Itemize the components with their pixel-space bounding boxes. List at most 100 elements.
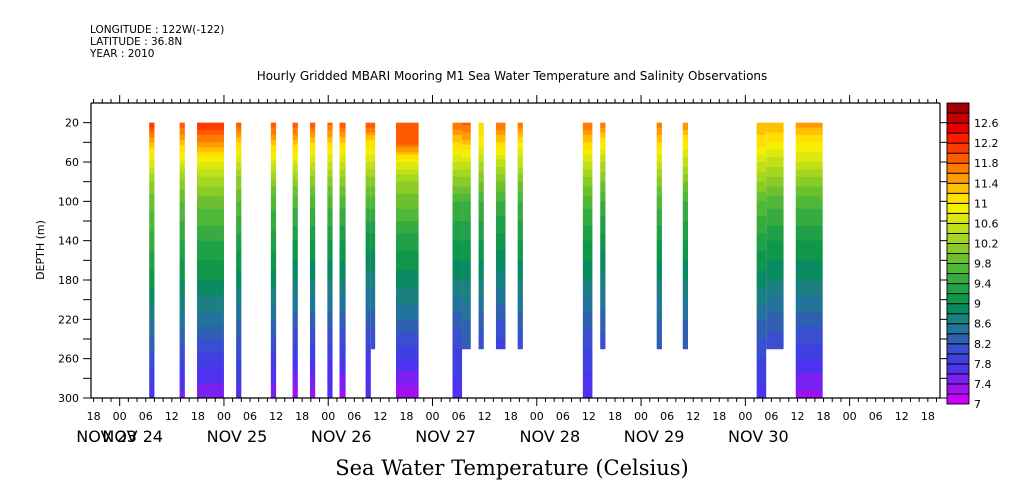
heatmap-cell [365,326,371,330]
heatmap-cell [478,176,484,180]
x-tick-label: 06 [139,410,153,423]
x-tick-label: 00 [843,410,857,423]
heatmap-cell [682,169,688,173]
heatmap-cell [339,297,346,301]
heatmap-cell [309,265,316,269]
heatmap-cell [327,287,333,291]
heatmap-cell [396,147,419,151]
heatmap-cell [656,132,662,136]
heatmap-cell [370,235,376,239]
heatmap-cell [756,159,767,163]
heatmap-cell [452,339,463,342]
heatmap-cell [365,343,371,347]
heatmap-cell [236,304,242,308]
heatmap-cell [682,191,688,195]
colorbar-bin [946,373,970,385]
heatmap-cell [656,164,662,168]
heatmap-cell [600,250,606,254]
heatmap-cell [517,336,523,340]
heatmap-cell [682,292,688,296]
heatmap-cell [309,211,316,215]
heatmap-cell [582,174,593,178]
heatmap-cell [495,144,506,148]
heatmap-cell [462,299,471,303]
heatmap-cell [365,149,371,153]
heatmap-cell [452,245,463,249]
heatmap-cell [236,216,242,219]
heatmap-cell [795,235,823,239]
heatmap-cell [756,127,767,131]
heatmap-cell [600,132,606,136]
heatmap-cell [149,184,155,187]
heatmap-cell [365,260,371,264]
colorbar-bin [946,222,970,234]
heatmap-cell [236,275,242,278]
heatmap-cell [452,189,463,192]
heatmap-cell [197,142,224,146]
heatmap-cell [197,157,224,160]
heatmap-cell [600,307,606,310]
heatmap-cell [339,198,346,202]
heatmap-cell [656,223,662,227]
heatmap-cell [370,297,376,301]
heatmap-cell [452,331,463,335]
heatmap-cell [370,250,376,254]
heatmap-cell [292,196,298,200]
heatmap-cell [327,144,333,148]
heatmap-cell [179,149,185,153]
heatmap-cell [396,366,419,369]
heatmap-cell [339,316,346,320]
heatmap-cell [309,302,316,305]
heatmap-cell [478,235,484,239]
heatmap-cell [309,134,316,138]
heatmap-cell [149,385,155,389]
heatmap-cell [462,157,471,160]
heatmap-cell [766,321,784,325]
heatmap-cell [478,316,484,320]
heatmap-cell [478,309,484,313]
heatmap-cell [766,260,784,264]
heatmap-cell [292,193,298,197]
colorbar-bin [946,313,970,325]
heatmap-cell [766,292,784,296]
heatmap-cell [292,375,298,379]
heatmap-cell [517,275,523,278]
heatmap-cell [270,171,277,175]
colorbar-bin [946,102,970,114]
heatmap-cell [582,339,593,342]
heatmap-cell [327,162,333,165]
heatmap-cell [766,130,784,133]
heatmap-cell [365,164,371,168]
heatmap-cell [339,336,346,340]
x-tick-label: 12 [269,410,283,423]
heatmap-cell [179,137,185,141]
heatmap-cell [766,329,784,333]
heatmap-cell [756,248,767,251]
heatmap-cell [339,223,346,227]
heatmap-cell [309,130,316,133]
heatmap-cell [236,230,242,234]
heatmap-cell [582,383,593,387]
heatmap-cell [656,169,662,173]
heatmap-cell [236,329,242,333]
data-column [327,122,333,399]
heatmap-cell [339,159,346,163]
heatmap-cell [756,309,767,313]
heatmap-cell [452,316,463,320]
heatmap-cell [517,166,523,170]
heatmap-cell [179,221,185,224]
heatmap-cell [236,181,242,185]
heatmap-cell [149,316,155,320]
heatmap-cell [370,137,376,141]
heatmap-cell [495,260,506,264]
heatmap-cell [795,299,823,303]
heatmap-cell [292,169,298,173]
heatmap-cell [309,193,316,197]
heatmap-cell [327,193,333,197]
heatmap-cell [236,191,242,195]
heatmap-cell [149,149,155,153]
heatmap-cell [270,252,277,256]
heatmap-cell [656,122,662,126]
heatmap-cell [582,223,593,227]
heatmap-cell [795,233,823,237]
